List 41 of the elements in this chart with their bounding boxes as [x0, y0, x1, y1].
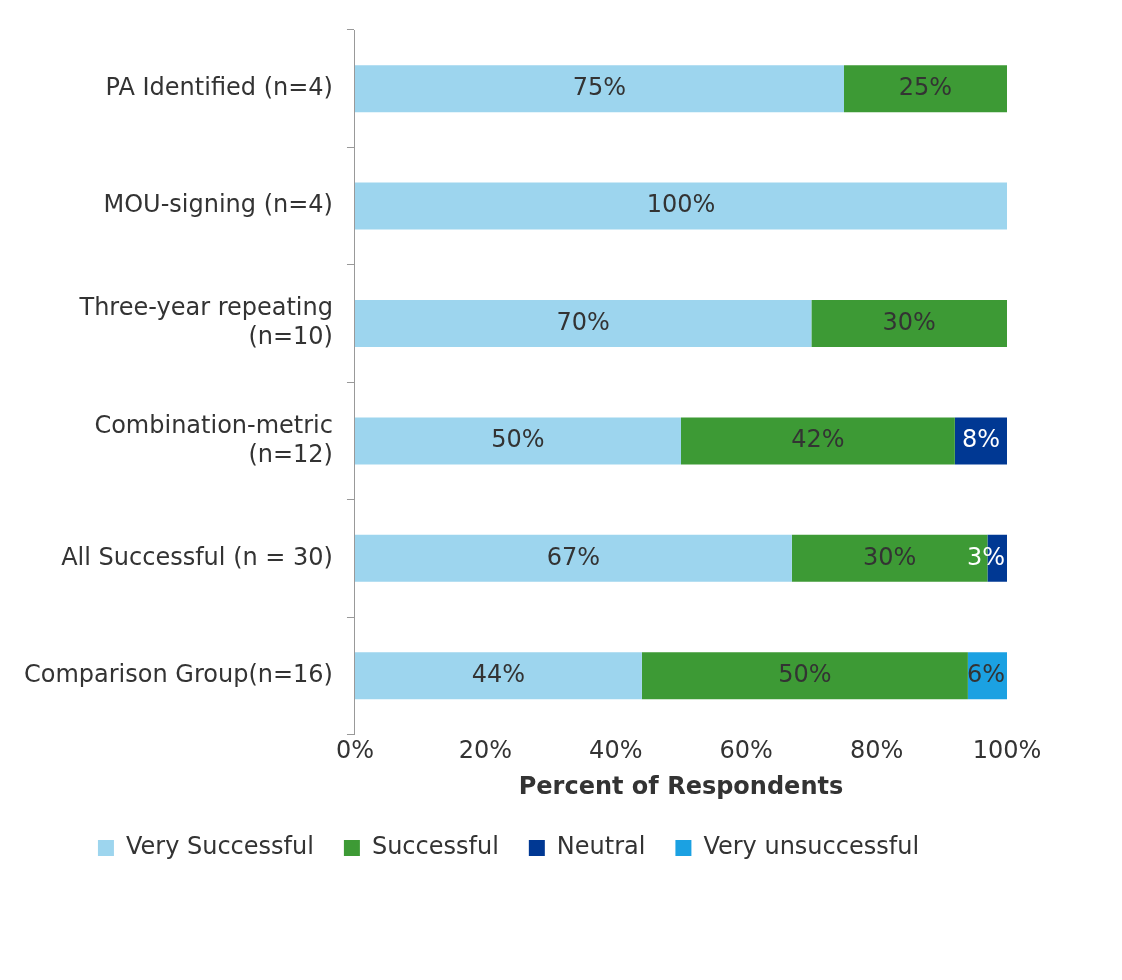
data-label: 30%: [882, 307, 936, 336]
data-label: 44%: [471, 659, 526, 688]
y-tick-label: PA Identified (n=4): [105, 72, 333, 101]
x-tick-label: 40%: [589, 736, 643, 765]
bar: [843, 65, 1007, 113]
bar: [354, 65, 844, 113]
y-tick-label: Comparison Group(n=16): [23, 659, 333, 688]
bar: [680, 417, 955, 465]
x-axis-title: Percent of Respondents: [518, 771, 844, 800]
data-label: 70%: [556, 307, 610, 336]
y-tick-label: MOU-signing (n=4): [103, 190, 333, 219]
legend-label: Very Successful: [125, 832, 314, 861]
data-label: 67%: [546, 542, 601, 571]
data-label: 50%: [778, 659, 832, 688]
x-tick-label: 60%: [719, 736, 773, 765]
data-label: 100%: [646, 190, 716, 219]
legend-label: Neutral: [556, 832, 646, 861]
bar: [354, 417, 681, 465]
bar: [354, 652, 642, 700]
x-tick-label: 0%: [335, 736, 375, 765]
data-label: 42%: [791, 425, 845, 454]
bar: [811, 300, 1007, 347]
y-tick-label: All Successful (n = 30): [61, 542, 333, 571]
x-tick-label: 20%: [458, 736, 513, 765]
bar: [641, 652, 968, 700]
data-label: 3%: [966, 542, 1005, 571]
bar: [354, 534, 792, 582]
bar: [354, 300, 812, 347]
y-tick-label: Combination-metric (n=12): [94, 410, 333, 468]
legend-label: Very unsuccessful: [703, 832, 920, 861]
x-tick-label: 100%: [972, 736, 1042, 765]
data-label: 6%: [966, 659, 1005, 688]
data-label: 30%: [862, 542, 917, 571]
bar: [354, 182, 1007, 230]
legend-label: Successful: [371, 832, 499, 861]
y-tick-label: Three-year repeating (n=10): [78, 293, 333, 351]
x-tick-label: 80%: [849, 736, 904, 765]
data-label: 75%: [572, 72, 627, 101]
data-label: 25%: [898, 72, 953, 101]
data-label: 8%: [961, 425, 1000, 454]
data-label: 50%: [491, 425, 545, 454]
